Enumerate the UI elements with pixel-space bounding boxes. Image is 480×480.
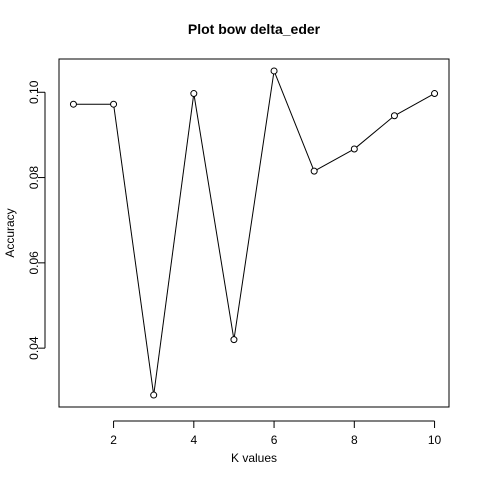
series-line-segment — [274, 73, 314, 169]
y-tick-label: 0.06 — [27, 251, 41, 275]
y-axis: 0.04 0.06 0.08 0.10 — [27, 80, 46, 360]
x-tick-label: 6 — [271, 433, 278, 447]
data-point — [390, 112, 398, 120]
y-tick-label: 0.10 — [27, 80, 41, 104]
x-tick-label: 2 — [110, 433, 117, 447]
x-axis-label: K values — [231, 451, 277, 465]
data-point — [431, 90, 439, 98]
series-line-segment — [153, 96, 194, 393]
series-line-segment — [113, 107, 154, 393]
series-line-segment — [316, 149, 352, 171]
chart-title: Plot bow delta_eder — [188, 21, 321, 37]
data-point — [110, 100, 118, 108]
data-point — [69, 100, 77, 108]
data-point — [230, 336, 238, 344]
series-line-segment — [193, 96, 234, 337]
x-tick-label: 8 — [351, 433, 358, 447]
data-point — [150, 391, 158, 399]
series-accuracy — [69, 67, 439, 399]
data-point — [190, 90, 198, 98]
x-axis: 2 4 6 8 10 — [110, 420, 442, 447]
data-point — [270, 67, 278, 75]
y-tick-label: 0.08 — [27, 166, 41, 190]
series-line-segment — [356, 117, 393, 148]
plot-frame — [58, 58, 450, 408]
data-point — [310, 167, 318, 175]
y-axis-label: Accuracy — [3, 208, 17, 257]
series-line-segment — [233, 73, 275, 337]
y-tick-label: 0.04 — [27, 336, 41, 360]
x-tick-label: 4 — [190, 433, 197, 447]
x-tick-label: 10 — [428, 433, 442, 447]
series-line-segment — [396, 94, 433, 115]
data-point — [350, 145, 358, 153]
